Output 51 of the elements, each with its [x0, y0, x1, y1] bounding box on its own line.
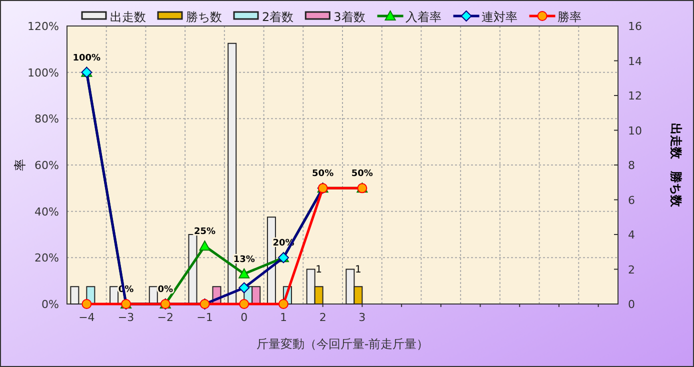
- legend-label: 勝率: [557, 10, 582, 24]
- data-label: 1: [354, 264, 362, 276]
- legend-label: 入着率: [405, 10, 442, 24]
- x-tick-label: −1: [196, 311, 213, 324]
- point: [238, 282, 250, 294]
- y2-tick-label: 4: [628, 228, 635, 242]
- y-tick-label: 60%: [34, 159, 59, 172]
- y-tick-label: 40%: [34, 205, 59, 218]
- x-tick-label: 2: [319, 311, 326, 324]
- point: [239, 299, 250, 309]
- y-axis-title: 率: [13, 159, 27, 171]
- point: [199, 240, 210, 251]
- x-tick-label: 3: [358, 311, 366, 324]
- data-label: 0%: [158, 285, 174, 295]
- y2-tick-label: 8: [628, 159, 635, 172]
- legend-label: 2着数: [262, 10, 294, 24]
- x-tick-label: −2: [157, 311, 174, 324]
- data-label: 25%: [194, 227, 216, 238]
- point: [238, 268, 250, 278]
- y2-axis-title: 出走数 勝ち数: [669, 123, 683, 208]
- y-tick-label: 0%: [42, 298, 59, 311]
- legend-label: 出走数: [110, 10, 146, 24]
- bar: [70, 286, 80, 304]
- x-axis-title: 斤量変動（今回斤量-前走斤量）: [256, 337, 429, 351]
- x-tick-label: 1: [280, 311, 287, 324]
- y2-tick-label: 14: [628, 54, 642, 68]
- x-tick-label: −3: [118, 311, 134, 324]
- bar: [188, 234, 198, 304]
- legend-label: 連対率: [481, 10, 518, 24]
- x-tick-label: −4: [78, 311, 95, 324]
- y2-tick-label: 16: [628, 20, 642, 33]
- bar: [346, 268, 355, 304]
- data-label: 100%: [72, 53, 101, 64]
- y2-tick-label: 0: [628, 298, 635, 311]
- data-label: 50%: [351, 169, 373, 180]
- point: [278, 299, 288, 309]
- bar: [306, 268, 316, 304]
- data-label: 1: [316, 264, 322, 276]
- legend-label: 勝ち数: [186, 10, 222, 24]
- y2-tick-label: 2: [628, 263, 635, 276]
- point: [82, 299, 92, 309]
- y-tick-label: 80%: [34, 112, 59, 126]
- y-tick-label: 100%: [28, 66, 59, 80]
- y-tick-label: 120%: [28, 20, 59, 33]
- y-tick-label: 20%: [34, 252, 59, 265]
- y2-tick-label: 6: [628, 194, 635, 207]
- data-label: 50%: [312, 169, 334, 180]
- y2-tick-label: 10: [628, 124, 642, 138]
- legend-label: 3着数: [334, 10, 366, 24]
- y2-tick-label: 12: [628, 90, 642, 102]
- x-tick-label: 0: [240, 311, 248, 324]
